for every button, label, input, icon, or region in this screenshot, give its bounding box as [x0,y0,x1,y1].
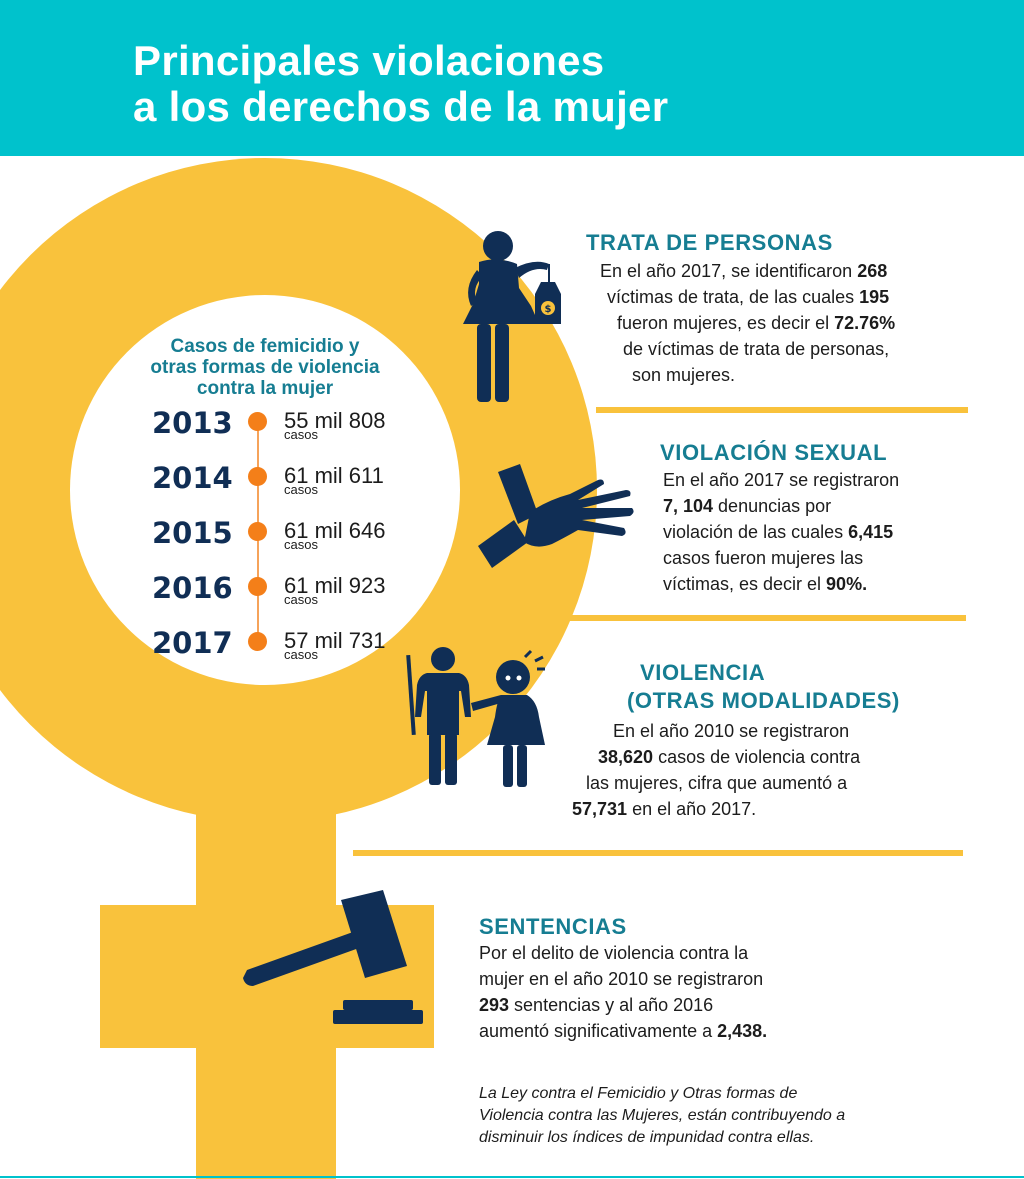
violacion-line3: violación de las cuales 6,415 [663,522,894,542]
violencia-title-line1: VIOLENCIA [640,660,766,685]
woman-price-tag-icon: $ [463,231,561,402]
man-child-violence-icon [406,647,545,787]
timeline-value: 61 mil 611 [284,463,384,488]
trata-line4: de víctimas de trata de personas, [623,339,890,359]
violacion-title: VIOLACIÓN SEXUAL [660,440,888,465]
timeline-title-line3: contra la mujer [196,378,334,399]
violencia-line3: las mujeres, cifra que aumentó a [586,773,848,793]
trata-line1: En el año 2017, se identificaron 268 [600,261,888,281]
timeline-unit: casos [284,592,318,607]
timeline-year: 2014 [152,461,233,495]
trata-line3: fueron mujeres, es decir el 72.76% [617,313,896,333]
grabbing-hand-icon [478,464,634,568]
gavel-icon [243,890,423,1024]
sentencias-line1: Por el delito de violencia contra la [479,943,749,963]
timeline-unit: casos [284,427,318,442]
violencia-line2: 38,620 casos de violencia contra [598,747,861,767]
timeline-year: 2016 [152,571,233,605]
timeline-unit: casos [284,537,318,552]
timeline-entry: 2014 61 mil 611 casos [152,461,432,501]
timeline-dot [248,522,267,541]
sentencias-line2: mujer en el año 2010 se registraron [479,969,764,989]
trata-text: En el año 2017, se identificaron 268 víc… [600,258,895,388]
violencia-line1: En el año 2010 se registraron [613,721,850,741]
sentencias-line3: 293 sentencias y al año 2016 [479,995,714,1015]
violacion-line5: víctimas, es decir el 90%. [663,574,868,594]
page-title: Principales violaciones a los derechos d… [133,38,668,130]
timeline-entry: 2016 61 mil 923 casos [152,571,432,611]
page-title-line2: a los derechos de la mujer [133,83,669,130]
divider [568,615,966,621]
sentencias-line4: aumentó significativamente a 2,438. [479,1021,768,1041]
violacion-line1: En el año 2017 se registraron [663,470,900,490]
timeline-dot [248,467,267,486]
timeline-title-line1: Casos de femicidio y [170,336,360,357]
timeline-entry: 2013 55 mil 808 casos [152,406,432,446]
timeline-year: 2017 [152,626,233,660]
timeline-entry: 2017 57 mil 731 casos [152,626,432,666]
trata-line2: víctimas de trata, de las cuales 195 [607,287,890,307]
timeline-value: 61 mil 646 [284,518,386,543]
bottom-border [0,1176,1024,1178]
divider [353,850,963,856]
header-banner: Principales violaciones a los derechos d… [0,0,1024,156]
footnote-line3: disminuir los índices de impunidad contr… [479,1129,815,1146]
violencia-line4: 57,731 en el año 2017. [572,799,757,819]
timeline-value: 61 mil 923 [284,573,386,598]
timeline-value: 55 mil 808 [284,408,386,433]
trata-title: TRATA DE PERSONAS [586,230,833,255]
timeline-year: 2015 [152,516,233,550]
timeline-value: 57 mil 731 [284,628,386,653]
violacion-text: En el año 2017 se registraron 7, 104 den… [663,467,899,597]
sentencias-title: SENTENCIAS [479,914,627,939]
timeline-dot [248,632,267,651]
timeline-title-line2: otras formas de violencia [150,357,380,378]
footnote: La Ley contra el Femicidio y Otras forma… [479,1083,845,1149]
timeline-year: 2013 [152,406,233,440]
timeline-dot [248,577,267,596]
divider [596,407,968,413]
trata-line5: son mujeres. [632,365,736,385]
footnote-line2: Violencia contra las Mujeres, están cont… [479,1107,846,1124]
timeline-unit: casos [284,647,318,662]
timeline-dot [248,412,267,431]
violencia-title-line2: (OTRAS MODALIDADES) [627,688,900,713]
sentencias-text: Por el delito de violencia contra la muj… [479,940,767,1044]
timeline-unit: casos [284,482,318,497]
svg-text:$: $ [545,304,552,315]
footnote-line1: La Ley contra el Femicidio y Otras forma… [479,1085,798,1102]
violencia-text: En el año 2010 se registraron 38,620 cas… [572,718,860,822]
page-title-line1: Principales violaciones [133,37,605,84]
timeline-entry: 2015 61 mil 646 casos [152,516,432,556]
timeline-title: Casos de femicidio y otras formas de vio… [120,336,410,399]
violacion-line4: casos fueron mujeres las [663,548,864,568]
violacion-line2: 7, 104 denuncias por [663,496,832,516]
